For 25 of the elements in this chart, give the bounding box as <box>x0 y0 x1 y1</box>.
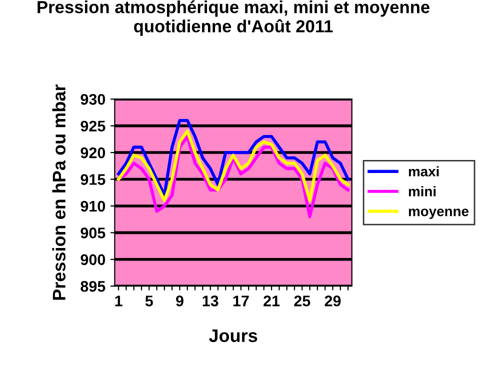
y-tick-label: 905 <box>80 228 106 238</box>
chart-title: Pression atmosphérique maxi, mini et moyenne quotidienne d'Août 2011 <box>38 0 430 36</box>
y-tick-label: 915 <box>80 174 106 185</box>
x-tick-label: 9 <box>176 296 184 306</box>
y-tick-label: 900 <box>80 254 106 266</box>
y-axis-title: Pression en hPa ou mbar <box>52 84 66 300</box>
y-tick-label: 910 <box>80 200 106 212</box>
x-tick-label: 17 <box>233 296 249 306</box>
y-tick-label: 930 <box>80 94 106 105</box>
line-series <box>117 130 350 202</box>
x-tick-label: 21 <box>264 296 280 306</box>
line-series <box>117 134 350 218</box>
legend-label: mini <box>408 186 436 196</box>
x-tick-label: 29 <box>324 296 341 306</box>
line-series <box>117 118 350 197</box>
x-tick-label: 1 <box>115 296 122 306</box>
x-tick-label: 13 <box>202 296 218 306</box>
y-tick-label: 895 <box>80 280 106 292</box>
legend-label: maxi <box>408 166 439 176</box>
x-tick-label: 25 <box>294 296 310 306</box>
y-tick-label: 925 <box>80 120 106 132</box>
legend-label: moyenne <box>408 208 468 219</box>
y-tick-label: 920 <box>80 147 106 158</box>
x-axis-title: Jours <box>208 329 258 342</box>
x-tick-label: 5 <box>145 296 153 306</box>
